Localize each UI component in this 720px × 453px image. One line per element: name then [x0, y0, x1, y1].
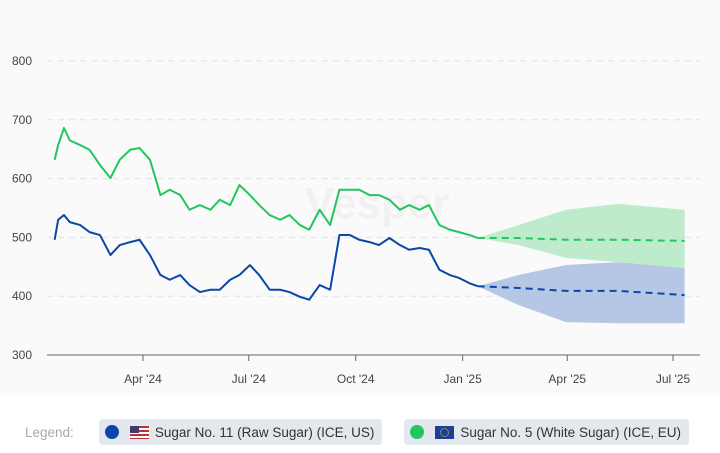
- y-tick-label: 300: [12, 348, 32, 362]
- forecast-band-1: [477, 203, 685, 268]
- eu-flag-icon: [435, 425, 455, 439]
- y-tick-label: 600: [12, 172, 32, 186]
- x-tick-label: Jul '24: [232, 372, 267, 386]
- legend-item-sugar-no-11[interactable]: Sugar No. 11 (Raw Sugar) (ICE, US): [98, 419, 383, 445]
- x-tick-label: Jul '25: [656, 372, 691, 386]
- forecast-bands: [477, 203, 685, 324]
- chart-area: Vesper 300 400 500 600 700 800 Apr '24 Jul '24…: [11, 54, 700, 386]
- series-color-dot: [104, 425, 119, 439]
- forecast-line-1: [477, 236, 685, 242]
- x-tick-label: Apr '24: [124, 372, 162, 386]
- legend: Legend: Sugar No. 11 (Raw Sugar) (ICE, U…: [0, 418, 711, 446]
- y-axis: 300 400 500 600 700 800: [12, 54, 32, 362]
- us-flag-icon: [129, 425, 149, 439]
- legend-item-label: Sugar No. 11 (Raw Sugar) (ICE, US): [154, 424, 375, 440]
- series-color-dot: [410, 425, 425, 439]
- x-axis: Apr '24 Jul '24 Oct '24 Jan '25 Apr '25 Jul '…: [47, 354, 700, 386]
- series-lines: [53, 127, 685, 301]
- legend-item-label: Sugar No. 5 (White Sugar) (ICE, EU): [460, 424, 681, 440]
- y-tick-label: 500: [12, 230, 32, 244]
- x-tick-label: Oct '24: [337, 372, 375, 386]
- forecast-line-0: [477, 285, 685, 297]
- legend-item-sugar-no-5[interactable]: Sugar No. 5 (White Sugar) (ICE, EU): [404, 419, 689, 445]
- y-tick-label: 700: [12, 113, 32, 127]
- x-tick-label: Jan '25: [443, 372, 482, 386]
- y-tick-label: 400: [12, 289, 32, 303]
- forecast-band-0: [477, 262, 685, 324]
- x-tick-label: Apr '25: [548, 372, 586, 386]
- legend-title: Legend:: [25, 424, 74, 440]
- y-tick-label: 800: [12, 54, 32, 68]
